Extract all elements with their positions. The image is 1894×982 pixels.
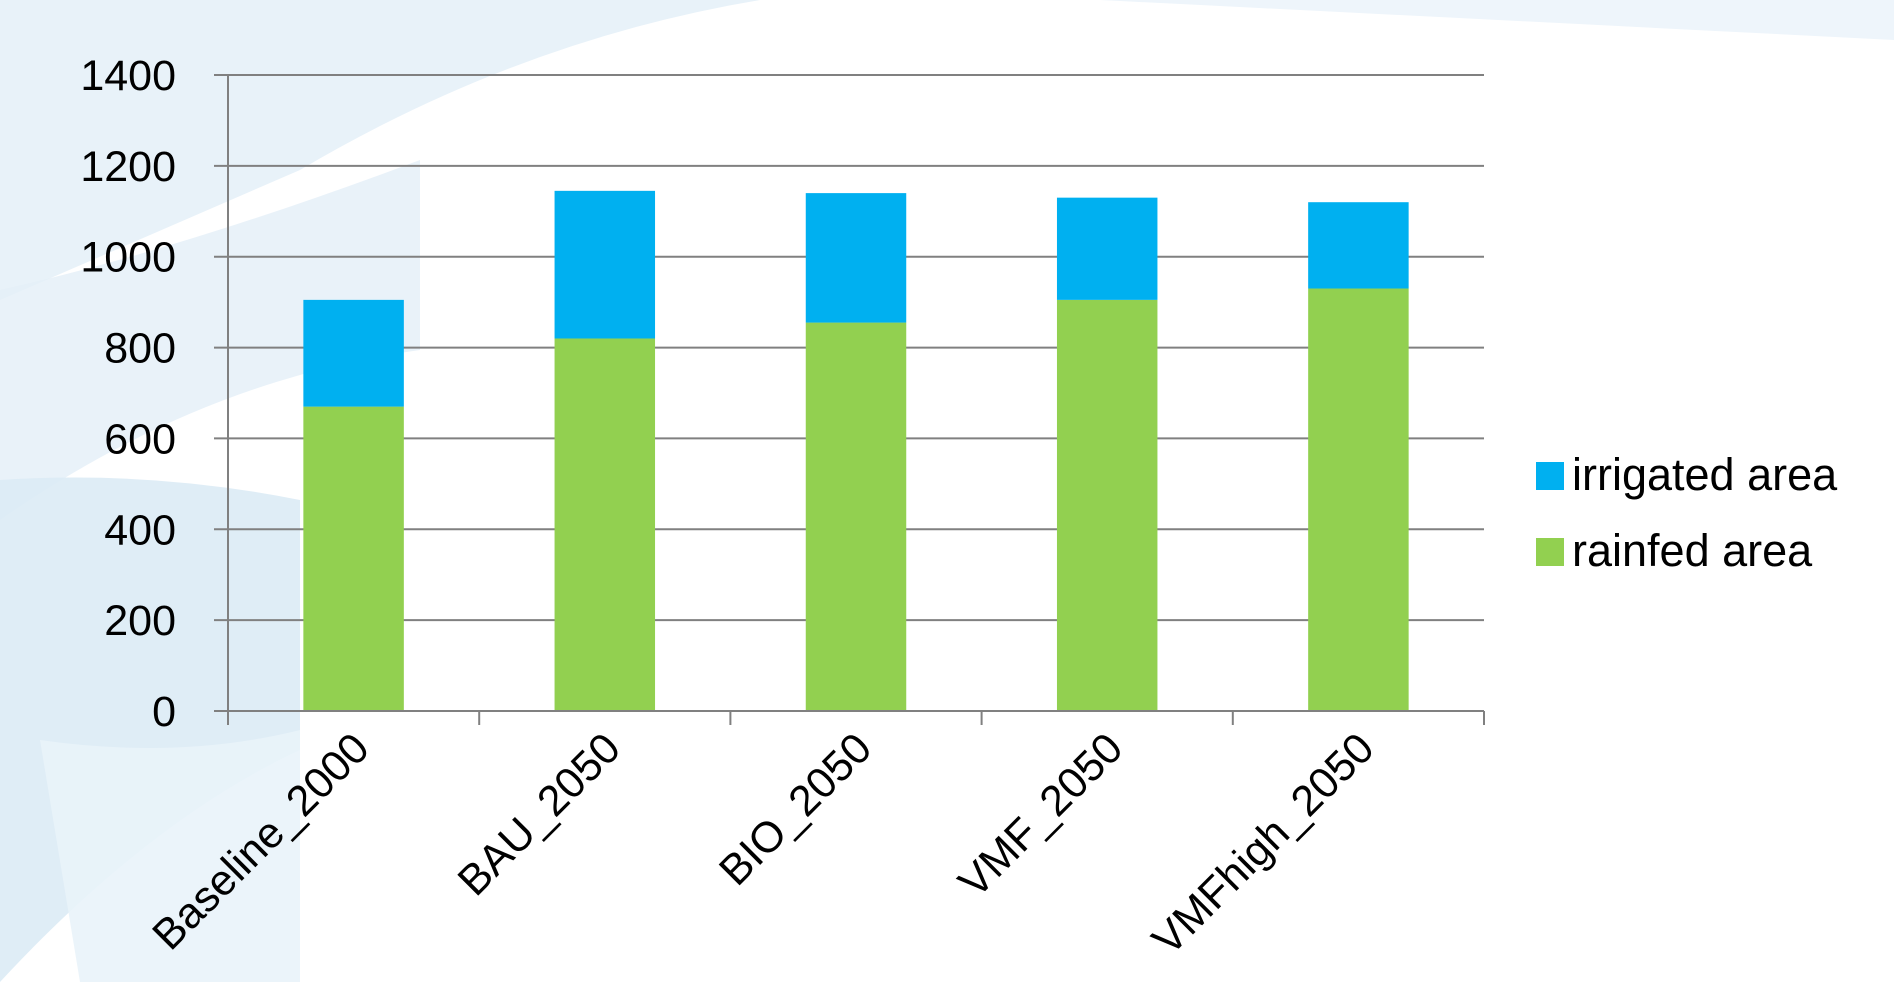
bars	[303, 190, 1409, 711]
y-tick-label: 1200	[80, 143, 176, 191]
x-tick-label: BIO_2050	[710, 724, 881, 895]
legend: irrigated area rainfed area	[1536, 449, 1838, 576]
y-tick-label: 1400	[80, 52, 176, 100]
bar-irrigated-area	[554, 190, 656, 339]
y-tick-label: 0	[152, 688, 176, 736]
y-tick-label: 200	[104, 597, 176, 645]
y-tick-label: 600	[104, 415, 176, 463]
axes	[214, 75, 1485, 725]
bar-rainfed-area	[1056, 299, 1158, 711]
legend-label: rainfed area	[1572, 525, 1813, 576]
legend-swatch	[1536, 462, 1564, 490]
y-tick-label: 800	[104, 325, 176, 373]
y-tick-label: 400	[104, 506, 176, 554]
bar-rainfed-area	[303, 406, 404, 711]
bar-rainfed-area	[554, 338, 656, 711]
legend-swatch	[1536, 538, 1564, 566]
bar-irrigated-area	[805, 193, 907, 323]
legend-label: irrigated area	[1572, 449, 1838, 500]
bar-irrigated-area	[1056, 197, 1158, 300]
bar-rainfed-area	[805, 322, 907, 711]
bar-irrigated-area	[303, 299, 404, 407]
y-tick-label: 1000	[80, 234, 176, 282]
bar-irrigated-area	[1308, 202, 1409, 289]
x-tick-labels: Baseline_2000 BAU_2050 BIO_2050 VMF_2050 VMF…	[144, 724, 1384, 964]
x-tick-label: BAU_2050	[449, 724, 630, 905]
x-tick-label: VMFhigh_2050	[1143, 724, 1383, 964]
y-tick-labels: 0 200 400 600 800 1000 1200 1400	[80, 52, 176, 736]
x-tick-label: VMF_2050	[950, 724, 1133, 907]
bar-rainfed-area	[1308, 288, 1409, 711]
